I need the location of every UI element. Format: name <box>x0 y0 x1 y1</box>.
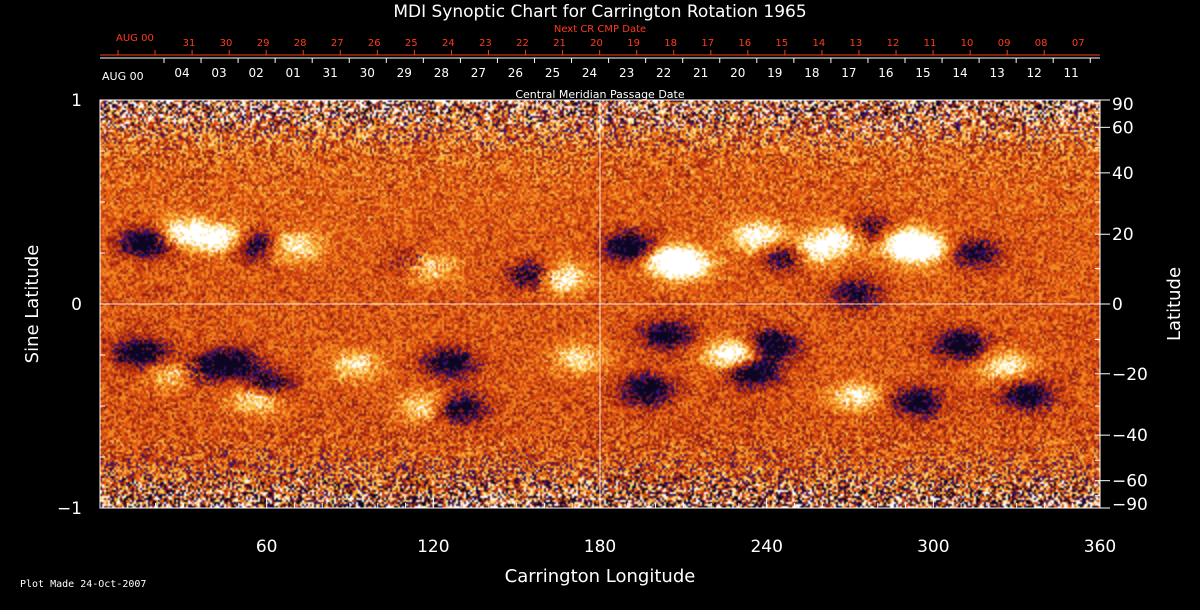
cmp-date: 22 <box>656 66 671 80</box>
cmp-date: 15 <box>915 66 930 80</box>
next-cr-date: 16 <box>738 38 751 49</box>
next-cr-date: 08 <box>1035 38 1048 49</box>
cmp-axis-label: Central Meridian Passage Date <box>515 88 684 101</box>
cmp-date: 25 <box>545 66 560 80</box>
y-axis-title-left: Sine Latitude <box>22 245 43 364</box>
cmp-date: 16 <box>878 66 893 80</box>
next-cr-date: 30 <box>220 38 233 49</box>
y-right-tick-label: −90 <box>1112 495 1148 515</box>
y-right-tick-label: 60 <box>1112 118 1134 138</box>
next-cr-date: 15 <box>775 38 788 49</box>
y-right-tick-label: −60 <box>1112 472 1148 492</box>
cmp-date: 21 <box>693 66 708 80</box>
cmp-date: 13 <box>989 66 1004 80</box>
x-tick-label: 360 <box>1084 537 1116 557</box>
y-axis-title-right: Latitude <box>1164 267 1185 341</box>
cmp-date: 23 <box>619 66 634 80</box>
y-right-tick-label: 20 <box>1112 225 1134 245</box>
next-cr-date: 19 <box>627 38 640 49</box>
next-cr-date: 22 <box>516 38 529 49</box>
cmp-start-label: AUG 00 <box>102 70 144 83</box>
x-tick-label: 180 <box>584 537 616 557</box>
y-right-tick-label: 0 <box>1112 295 1123 315</box>
y-left-tick-label: 1 <box>71 91 82 111</box>
cmp-date: 19 <box>767 66 782 80</box>
cmp-date: 24 <box>582 66 597 80</box>
next-cr-date: 17 <box>701 38 714 49</box>
next-cr-date: 11 <box>924 38 937 49</box>
cmp-date: 26 <box>508 66 523 80</box>
y-right-tick-label: −20 <box>1112 365 1148 385</box>
x-axis-title: Carrington Longitude <box>505 566 696 587</box>
y-right-tick-label: 90 <box>1112 95 1134 115</box>
x-tick-label: 300 <box>917 537 949 557</box>
cmp-date: 02 <box>248 66 263 80</box>
next-cr-date: 26 <box>368 38 381 49</box>
cmp-date: 29 <box>397 66 412 80</box>
next-cr-date: 24 <box>442 38 455 49</box>
next-cr-date: 31 <box>183 38 196 49</box>
next-cr-date: 07 <box>1072 38 1085 49</box>
next-cr-date: 23 <box>479 38 492 49</box>
next-cr-date: 21 <box>553 38 566 49</box>
x-tick-label: 120 <box>417 537 449 557</box>
cmp-date: 17 <box>841 66 856 80</box>
cmp-date: 20 <box>730 66 745 80</box>
cmp-date: 18 <box>804 66 819 80</box>
next-cr-date: 29 <box>257 38 270 49</box>
next-cr-date: 12 <box>887 38 900 49</box>
cmp-date: 11 <box>1064 66 1079 80</box>
x-tick-label: 60 <box>256 537 278 557</box>
cmp-date: 14 <box>952 66 967 80</box>
y-left-tick-label: −1 <box>57 499 82 519</box>
cmp-date: 01 <box>286 66 301 80</box>
y-right-tick-label: −40 <box>1112 426 1148 446</box>
next-cr-date: 09 <box>998 38 1011 49</box>
y-right-tick-label: 40 <box>1112 164 1134 184</box>
next-cr-date: 20 <box>590 38 603 49</box>
next-cr-date: 25 <box>405 38 418 49</box>
y-left-tick-label: 0 <box>71 295 82 315</box>
next-cr-date: 13 <box>850 38 863 49</box>
x-tick-label: 240 <box>750 537 782 557</box>
next-cr-start-label: AUG 00 <box>116 33 154 44</box>
cmp-date: 04 <box>174 66 189 80</box>
cmp-date: 27 <box>471 66 486 80</box>
next-cr-date: 18 <box>664 38 677 49</box>
cmp-date: 03 <box>211 66 226 80</box>
next-cr-date: 14 <box>812 38 825 49</box>
chart-title: MDI Synoptic Chart for Carrington Rotati… <box>393 2 806 22</box>
cmp-date: 28 <box>434 66 449 80</box>
next-cr-date: 28 <box>294 38 307 49</box>
cmp-date: 30 <box>360 66 375 80</box>
next-cr-date: 27 <box>331 38 344 49</box>
cmp-date: 12 <box>1027 66 1042 80</box>
cmp-date: 31 <box>323 66 338 80</box>
next-cr-axis-label: Next CR CMP Date <box>554 24 646 35</box>
next-cr-date: 10 <box>961 38 974 49</box>
plot-made-note: Plot Made 24-Oct-2007 <box>20 579 147 590</box>
